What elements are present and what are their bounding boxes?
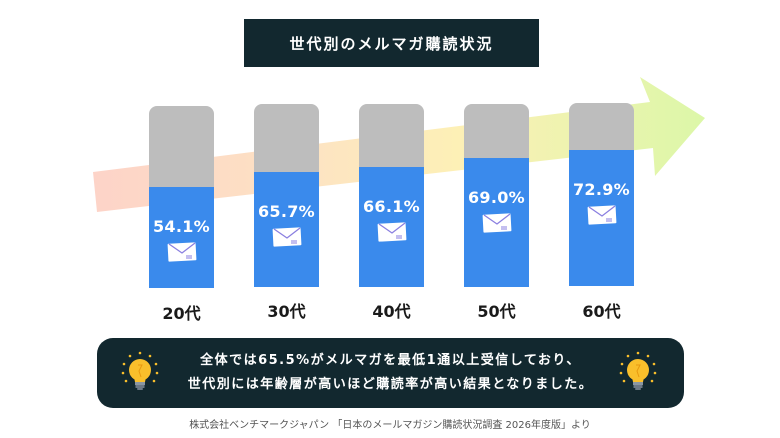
bar-20s: 54.1% [149,106,214,288]
bar-fill: 65.7% [254,172,319,287]
summary-box: 全体では65.5%がメルマガを最低1通以上受信しており、 世代別には年齢層が高い… [97,338,684,408]
category-label: 20代 [162,304,201,323]
envelope-icon [377,222,406,242]
bar-50s: 69.0% [464,104,529,287]
summary-text: 全体では65.5%がメルマガを最低1通以上受信しており、 世代別には年齢層が高い… [97,349,684,397]
bar-fill: 66.1% [359,167,424,287]
lightbulb-icon [619,351,657,390]
summary-line-2: 世代別には年齢層が高いほど購読率が高い結果となりました。 [187,377,594,392]
bar-value: 69.0% [467,188,525,207]
bar-value: 66.1% [362,197,420,216]
envelope-icon [482,213,511,233]
source-caption: 株式会社ベンチマークジャパン 「日本のメールマガジン購読状況調査 2026年度版… [189,420,591,431]
bar-value: 54.1% [152,217,210,236]
bar-fill: 69.0% [464,158,529,287]
category-label: 40代 [372,302,411,321]
category-label: 50代 [477,302,516,321]
category-label: 30代 [267,302,306,321]
envelope-icon [272,227,301,247]
envelope-icon [167,242,196,262]
envelope-icon [587,205,616,225]
bar-fill: 54.1% [149,187,214,288]
bar-30s: 65.7% [254,104,319,287]
bar-value: 72.9% [572,180,630,199]
chart-title: 世代別のメルマガ購読状況 [244,19,539,67]
category-label: 60代 [582,302,621,321]
bar-60s: 72.9% [569,103,634,286]
bar-fill: 72.9% [569,150,634,286]
summary-line-1: 全体では65.5%がメルマガを最低1通以上受信しており、 [200,353,581,368]
lightbulb-icon [121,351,159,390]
bar-value: 65.7% [257,202,315,221]
bar-40s: 66.1% [359,104,424,287]
